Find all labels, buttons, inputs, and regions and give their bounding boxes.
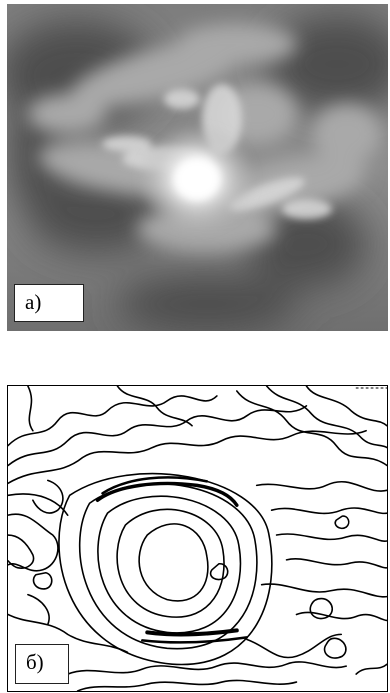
contour-bottom-3 <box>76 679 298 691</box>
contour-right-1 <box>255 480 387 492</box>
contour-top-6 <box>305 386 387 427</box>
contour-top-8 <box>27 386 34 432</box>
contour-core-5 <box>58 472 273 666</box>
nebula-image <box>7 4 388 331</box>
contour-top-4 <box>235 390 387 467</box>
contour-left-3 <box>8 493 69 516</box>
contour-island-1 <box>309 597 334 620</box>
contour-core-2 <box>116 508 225 618</box>
contour-island-4 <box>209 563 229 581</box>
contour-left-island <box>32 571 53 590</box>
contour-core-1 <box>138 523 209 602</box>
contour-map-panel: б) <box>7 385 388 692</box>
contour-bottom-2 <box>66 661 348 675</box>
grayscale-image-panel: а) <box>7 4 388 331</box>
contour-right-5 <box>260 583 387 598</box>
contour-top-7 <box>116 386 193 427</box>
contour-thick-upper <box>95 481 239 507</box>
contour-top-5 <box>265 386 387 449</box>
contour-thick-lower <box>145 628 239 637</box>
contour-thick-lower-2 <box>141 636 248 644</box>
contour-top-2 <box>8 405 308 467</box>
contour-core-3 <box>97 495 242 634</box>
contour-left-2 <box>8 534 35 569</box>
panel-label-b: б) <box>15 644 69 684</box>
panel-label-a: а) <box>14 284 84 322</box>
contour-right-6 <box>295 611 387 622</box>
contour-island-3 <box>334 515 350 530</box>
contour-bottom-5 <box>355 663 387 675</box>
contour-top-1 <box>8 395 218 447</box>
contour-right-2 <box>270 507 387 515</box>
contour-bottom-4 <box>245 633 343 659</box>
contour-right-3 <box>275 533 387 542</box>
contour-core-4 <box>78 483 258 650</box>
contour-bottom-1 <box>8 613 129 654</box>
contour-lines <box>8 386 387 691</box>
contour-island-2 <box>323 637 347 659</box>
contour-midleft-2 <box>27 593 50 626</box>
contour-thick-upper-2 <box>101 476 209 495</box>
contour-right-4 <box>285 558 387 569</box>
contour-top-3 <box>8 429 367 485</box>
contour-midleft-1 <box>32 479 64 514</box>
